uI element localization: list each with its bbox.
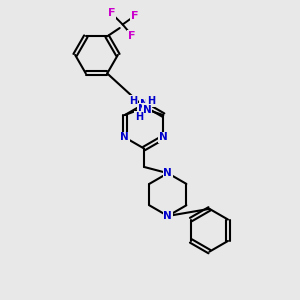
Text: F: F: [108, 8, 115, 18]
Text: N: N: [164, 211, 172, 221]
Text: N: N: [140, 99, 148, 109]
Text: F: F: [128, 31, 135, 41]
Text: F: F: [131, 11, 138, 21]
Text: N: N: [120, 132, 129, 142]
Text: H: H: [147, 96, 155, 106]
Text: N: N: [159, 132, 168, 142]
Text: N: N: [164, 168, 172, 178]
Text: N: N: [142, 105, 152, 115]
Text: H: H: [129, 96, 137, 106]
Text: N: N: [138, 103, 146, 113]
Text: H: H: [135, 112, 143, 122]
